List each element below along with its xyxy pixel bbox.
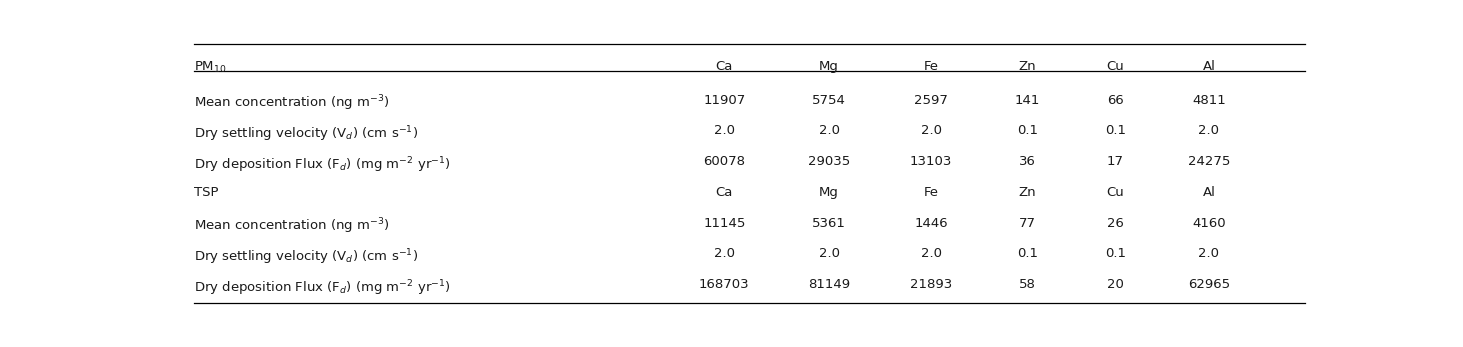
Text: 4811: 4811 <box>1192 94 1226 107</box>
Text: 168703: 168703 <box>699 278 749 291</box>
Text: Ca: Ca <box>715 186 733 199</box>
Text: Cu: Cu <box>1106 60 1125 73</box>
Text: TSP: TSP <box>195 186 218 199</box>
Text: Mean concentration (ng m$^{-3}$): Mean concentration (ng m$^{-3}$) <box>195 217 389 236</box>
Text: Zn: Zn <box>1018 186 1036 199</box>
Text: 0.1: 0.1 <box>1017 125 1039 137</box>
Text: 141: 141 <box>1015 94 1040 107</box>
Text: 5361: 5361 <box>812 217 846 230</box>
Text: 11145: 11145 <box>704 217 746 230</box>
Text: 21893: 21893 <box>910 278 952 291</box>
Text: Dry settling velocity (V$_{d}$) (cm s$^{-1}$): Dry settling velocity (V$_{d}$) (cm s$^{… <box>195 247 418 267</box>
Text: 62965: 62965 <box>1188 278 1230 291</box>
Text: 5754: 5754 <box>812 94 846 107</box>
Text: 4160: 4160 <box>1192 217 1226 230</box>
Text: 17: 17 <box>1107 155 1124 168</box>
Text: 2.0: 2.0 <box>819 247 840 260</box>
Text: 26: 26 <box>1107 217 1124 230</box>
Text: Dry deposition Flux (F$_{d}$) (mg m$^{-2}$ yr$^{-1}$): Dry deposition Flux (F$_{d}$) (mg m$^{-2… <box>195 278 451 298</box>
Text: 0.1: 0.1 <box>1105 247 1127 260</box>
Text: 60078: 60078 <box>704 155 745 168</box>
Text: 29035: 29035 <box>808 155 850 168</box>
Text: 0.1: 0.1 <box>1017 247 1039 260</box>
Text: Mean concentration (ng m$^{-3}$): Mean concentration (ng m$^{-3}$) <box>195 94 389 113</box>
Text: Al: Al <box>1203 60 1216 73</box>
Text: Dry settling velocity (V$_{d}$) (cm s$^{-1}$): Dry settling velocity (V$_{d}$) (cm s$^{… <box>195 125 418 144</box>
Text: 66: 66 <box>1107 94 1124 107</box>
Text: 20: 20 <box>1107 278 1124 291</box>
Text: 2.0: 2.0 <box>920 247 942 260</box>
Text: 13103: 13103 <box>910 155 952 168</box>
Text: 77: 77 <box>1020 217 1036 230</box>
Text: 1446: 1446 <box>914 217 948 230</box>
Text: 2.0: 2.0 <box>1198 125 1220 137</box>
Text: 81149: 81149 <box>808 278 850 291</box>
Text: Cu: Cu <box>1106 186 1125 199</box>
Text: 0.1: 0.1 <box>1105 125 1127 137</box>
Text: 36: 36 <box>1020 155 1036 168</box>
Text: 58: 58 <box>1020 278 1036 291</box>
Text: 2597: 2597 <box>914 94 948 107</box>
Text: 11907: 11907 <box>704 94 746 107</box>
Text: 2.0: 2.0 <box>714 125 734 137</box>
Text: Mg: Mg <box>819 60 840 73</box>
Text: 2.0: 2.0 <box>714 247 734 260</box>
Text: Al: Al <box>1203 186 1216 199</box>
Text: 24275: 24275 <box>1188 155 1230 168</box>
Text: Dry deposition Flux (F$_{d}$) (mg m$^{-2}$ yr$^{-1}$): Dry deposition Flux (F$_{d}$) (mg m$^{-2… <box>195 155 451 175</box>
Text: Fe: Fe <box>923 60 939 73</box>
Text: 2.0: 2.0 <box>1198 247 1220 260</box>
Text: PM$_{10}$: PM$_{10}$ <box>195 60 227 75</box>
Text: Fe: Fe <box>923 186 939 199</box>
Text: Zn: Zn <box>1018 60 1036 73</box>
Text: 2.0: 2.0 <box>819 125 840 137</box>
Text: Ca: Ca <box>715 60 733 73</box>
Text: Mg: Mg <box>819 186 840 199</box>
Text: 2.0: 2.0 <box>920 125 942 137</box>
